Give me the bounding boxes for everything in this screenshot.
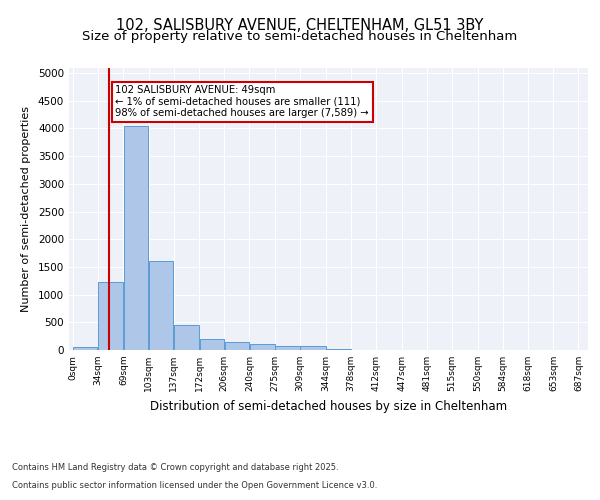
Bar (124, 126, 148, 350)
Bar (250, 344, 275, 350)
Bar (301, 346, 326, 350)
Bar (73, 347, 97, 350)
Text: Contains public sector information licensed under the Open Government Licence v3: Contains public sector information licen… (12, 481, 377, 490)
Bar (224, 342, 249, 350)
Bar (149, 262, 173, 350)
Y-axis label: Number of semi-detached properties: Number of semi-detached properties (21, 106, 31, 312)
Bar (98, 282, 123, 350)
Bar (174, 325, 199, 350)
Bar (200, 339, 224, 350)
Text: 102 SALISBURY AVENUE: 49sqm
← 1% of semi-detached houses are smaller (111)
98% o: 102 SALISBURY AVENUE: 49sqm ← 1% of semi… (115, 85, 369, 118)
Text: 102, SALISBURY AVENUE, CHELTENHAM, GL51 3BY: 102, SALISBURY AVENUE, CHELTENHAM, GL51 … (116, 18, 484, 32)
X-axis label: Distribution of semi-detached houses by size in Cheltenham: Distribution of semi-detached houses by … (150, 400, 507, 412)
Bar (275, 346, 300, 350)
Text: Contains HM Land Registry data © Crown copyright and database right 2025.: Contains HM Land Registry data © Crown c… (12, 464, 338, 472)
Text: Size of property relative to semi-detached houses in Cheltenham: Size of property relative to semi-detach… (82, 30, 518, 43)
